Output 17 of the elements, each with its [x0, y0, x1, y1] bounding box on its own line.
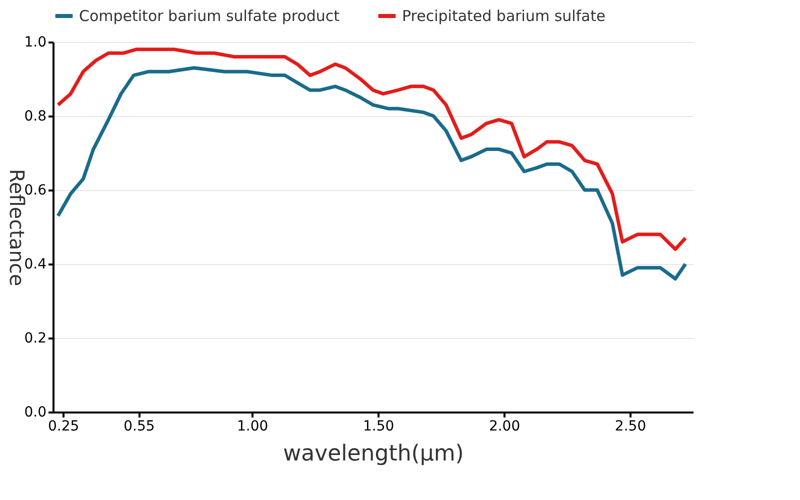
y-tick-label: 0.4	[24, 256, 47, 272]
y-tick-label: 0.0	[24, 404, 46, 420]
line-series	[56, 48, 688, 251]
line-series	[56, 66, 688, 281]
x-tick-label: 2.50	[614, 418, 646, 434]
y-tick-label: 0.6	[24, 182, 47, 198]
y-tick-label: 0.2	[24, 330, 46, 346]
x-tick-label: 1.50	[362, 418, 394, 434]
x-tick-label: 0.55	[124, 418, 155, 434]
y-tick-label: 0.8	[24, 108, 46, 124]
x-tick-label: 2.00	[488, 418, 520, 434]
legend-label: Precipitated barium sulfate	[402, 7, 606, 25]
legend-label: Competitor barium sulfate product	[79, 7, 340, 25]
x-tick-label: 0.25	[48, 418, 80, 434]
x-tick-label: 1.00	[236, 418, 268, 434]
y-tick-label: 1.0	[24, 34, 46, 50]
x-axis-title: wavelength(μm)	[283, 442, 464, 466]
